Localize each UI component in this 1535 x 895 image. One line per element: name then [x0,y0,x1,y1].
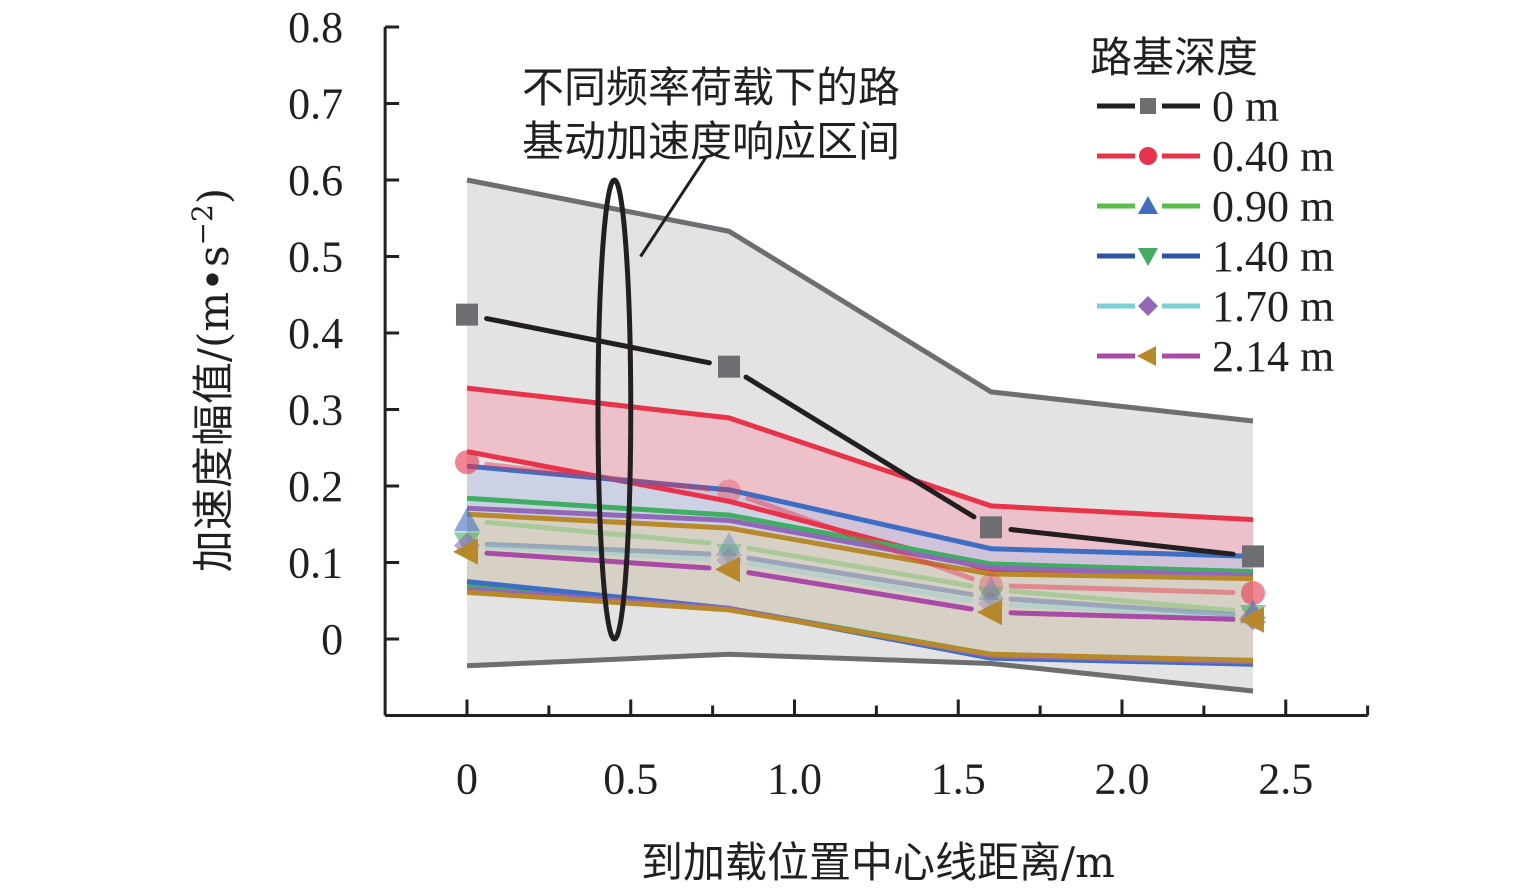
marker-triangle-left-icon [715,556,740,583]
legend-item: 0 m [1097,82,1279,131]
series-line-segment [746,570,974,612]
y-tick-label: 0.2 [288,462,343,511]
legend-label: 0.40 m [1212,132,1334,181]
annotation-line-2: 基动加速度响应区间 [522,117,900,166]
band-lower-edge [466,651,1254,694]
marker-triangle-left-icon [1137,346,1156,366]
x-ticks: 0 0.5 1.0 1.5 2.0 2.5 [456,699,1370,804]
marker-triangle-up-icon [978,576,1004,601]
legend: 路基深度 0 m0.40 m0.90 m1.40 m1.70 m2.14 m [1090,33,1334,381]
marker-diamond-icon [1138,296,1158,316]
series-line-segment [1008,602,1236,620]
legend-label: 2.14 m [1212,332,1334,381]
series-line-segment [1008,588,1236,613]
y-tick-label: 0.4 [288,309,343,358]
series-marker-group [453,538,1264,633]
series-line-segment [484,544,712,562]
marker-square-icon [718,355,740,378]
series-line-segment [746,560,974,604]
marker-square-icon [1242,545,1264,568]
series-markers [453,303,1266,633]
x-tick-label: 1.0 [767,755,822,804]
series-line-segment [746,555,974,597]
marker-triangle-up-icon [716,531,742,556]
marker-triangle-down-icon [716,543,742,568]
series-line-segment [1008,596,1236,618]
y-tick-label: 0.8 [288,3,343,52]
series-line-segment [746,545,974,589]
x-tick-label: 0.5 [603,755,658,804]
axes: 0 0.1 0.2 0.3 0.4 0.5 0.6 0.7 0.8 0 0.5 1.0 1.5 2.0 2… [288,3,1370,804]
legend-label: 1.70 m [1212,282,1334,331]
series-line-group [484,544,1236,620]
y-axis-title: 加速度幅值/(m•s−2) [186,188,239,572]
marker-triangle-left-icon [453,538,478,565]
legend-item: 2.14 m [1097,332,1334,381]
series-line-group [484,541,1236,618]
series-line-segment [745,495,975,582]
marker-triangle-down-icon [978,586,1004,611]
marker-square-icon [1140,98,1156,114]
y-axis-title-sup: −2 [186,204,219,245]
annotation: 不同频率荷载下的路 基动加速度响应区间 [522,63,900,642]
band-upper-edge [466,177,1254,424]
series-line-segment [484,550,712,571]
annotation-ellipse [595,177,634,642]
legend-title: 路基深度 [1090,33,1258,82]
marker-circle-icon [455,450,479,475]
legend-label: 0 m [1212,82,1279,131]
series-line-group [484,550,1236,622]
y-tick-label: 0.3 [288,386,343,435]
y-tick-label: 0 [321,615,343,664]
marker-triangle-up-icon [1138,196,1158,214]
marker-triangle-up-icon [454,507,480,532]
series-marker-group [455,450,1265,606]
band-lower-edge [466,589,1254,663]
y-axis-title-end: ) [189,188,238,204]
marker-circle-icon [1241,581,1265,606]
band-fill [467,514,1253,661]
marker-square-icon [980,516,1002,539]
legend-item: 1.40 m [1097,232,1334,281]
series-marker-group [456,303,1264,568]
legend-label: 1.40 m [1212,232,1334,281]
legend-label: 0.90 m [1212,182,1334,231]
series-line-segment [484,519,712,546]
series-line-segment [484,541,712,557]
y-tick-label: 0.5 [288,233,343,282]
x-tick-label: 2.0 [1095,755,1150,804]
annotation-line-1: 不同频率荷载下的路 [522,63,900,112]
y-tick-label: 0.1 [288,539,343,588]
marker-triangle-left-icon [1239,606,1264,633]
marker-circle-icon [1139,147,1157,165]
y-tick-label: 0.6 [288,156,343,205]
annotation-leader-line [639,156,708,258]
legend-item: 1.70 m [1097,282,1334,331]
series-line-segment [743,374,977,520]
marker-circle-icon [979,573,1003,598]
legend-item: 0.90 m [1097,182,1334,231]
series-line-segment [1008,583,1236,596]
series-line-segment [1008,527,1236,557]
y-axis-title-main: 加速度幅值/(m•s [189,245,238,572]
series-line-group [484,519,1236,613]
marker-triangle-left-icon [977,599,1002,626]
series-line-segment [1008,610,1236,622]
legend-item: 0.40 m [1097,132,1334,181]
band-fill [467,388,1253,578]
marker-triangle-down-icon [1138,248,1158,266]
x-axis-title: 到加载位置中心线距离/m [641,838,1115,887]
x-tick-label: 1.5 [931,755,986,804]
y-tick-label: 0.7 [288,80,343,129]
x-tick-label: 2.5 [1258,755,1313,804]
y-ticks: 0 0.1 0.2 0.3 0.4 0.5 0.6 0.7 0.8 [288,3,400,664]
marker-circle-icon [717,479,741,504]
marker-square-icon [456,303,478,326]
x-tick-label: 0 [456,755,478,804]
